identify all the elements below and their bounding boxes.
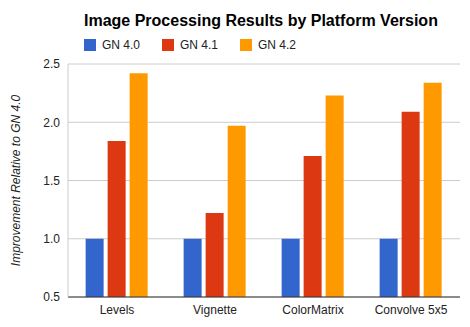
svg-text:Convolve 5x5: Convolve 5x5 — [375, 303, 448, 317]
svg-text:2.5: 2.5 — [43, 57, 60, 71]
svg-text:Levels: Levels — [100, 303, 135, 317]
svg-text:ColorMatrix: ColorMatrix — [282, 303, 343, 317]
html-text:GN 4.2: GN 4.2 — [258, 38, 296, 52]
svg-text:2.0: 2.0 — [43, 116, 60, 130]
html-text:GN 4.0: GN 4.0 — [102, 38, 140, 52]
svg-text:0.5: 0.5 — [43, 290, 60, 304]
html-text:Image Processing Results by Pl: Image Processing Results by Platform Ver… — [84, 12, 438, 29]
html-text:GN 4.1: GN 4.1 — [180, 38, 218, 52]
svg-text:Improvement Relative to GN 4.0: Improvement Relative to GN 4.0 — [9, 94, 23, 266]
svg-text:Vignette: Vignette — [193, 303, 237, 317]
svg-text:1.0: 1.0 — [43, 232, 60, 246]
svg-text:1.5: 1.5 — [43, 174, 60, 188]
